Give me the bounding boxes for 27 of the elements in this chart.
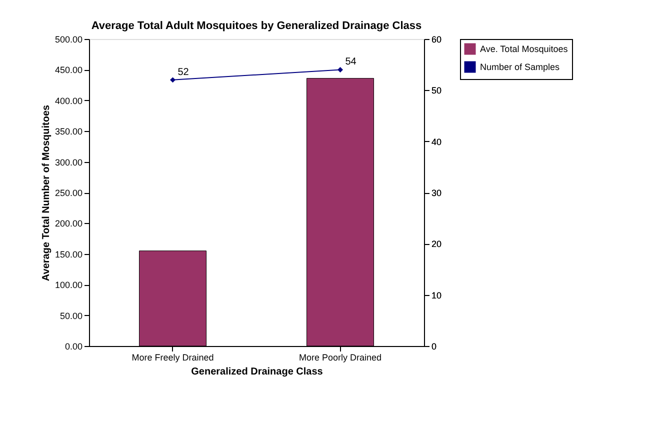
y-tick-label: 150.00 — [54, 249, 82, 260]
chart-title: Average Total Adult Mosquitoes by Generalized Drainage Class — [91, 20, 422, 32]
y2-tick-label: 60 — [432, 34, 442, 44]
y-tick-label: 250.00 — [54, 188, 82, 198]
y2-tick-label: 50 — [432, 86, 442, 96]
y2-tick-label: 30 — [432, 188, 442, 198]
y2-tick-label: 10 — [432, 290, 442, 300]
y2-tick-label: 40 — [432, 136, 442, 147]
y2-tick-label: 20 — [432, 239, 442, 250]
y-tick-label: 50.00 — [60, 310, 82, 321]
y-tick-label: 450.00 — [54, 65, 82, 76]
legend-label: Ave. Total Mosquitoes — [480, 44, 568, 54]
y-tick-label: 0.00 — [64, 342, 82, 352]
legend-label: Number of Samples — [480, 62, 560, 72]
x-tick-label: More Poorly Drained — [298, 352, 382, 362]
data-label: 52 — [178, 66, 190, 78]
y-tick-label: 300.00 — [54, 157, 82, 168]
y2-tick-label: 0 — [432, 342, 437, 352]
y-tick-label: 500.00 — [54, 34, 82, 44]
y-axis-title: Average Total Number of Mosquitoes — [40, 104, 52, 282]
y-tick-label: 200.00 — [54, 218, 82, 229]
y-tick-label: 350.00 — [54, 126, 82, 137]
y-tick-label: 400.00 — [54, 96, 82, 106]
x-axis-title: Generalized Drainage Class — [191, 366, 324, 378]
x-tick-label: More Freely Drained — [132, 352, 214, 362]
y-tick-label: 100.00 — [54, 280, 82, 290]
data-label: 54 — [345, 56, 357, 68]
